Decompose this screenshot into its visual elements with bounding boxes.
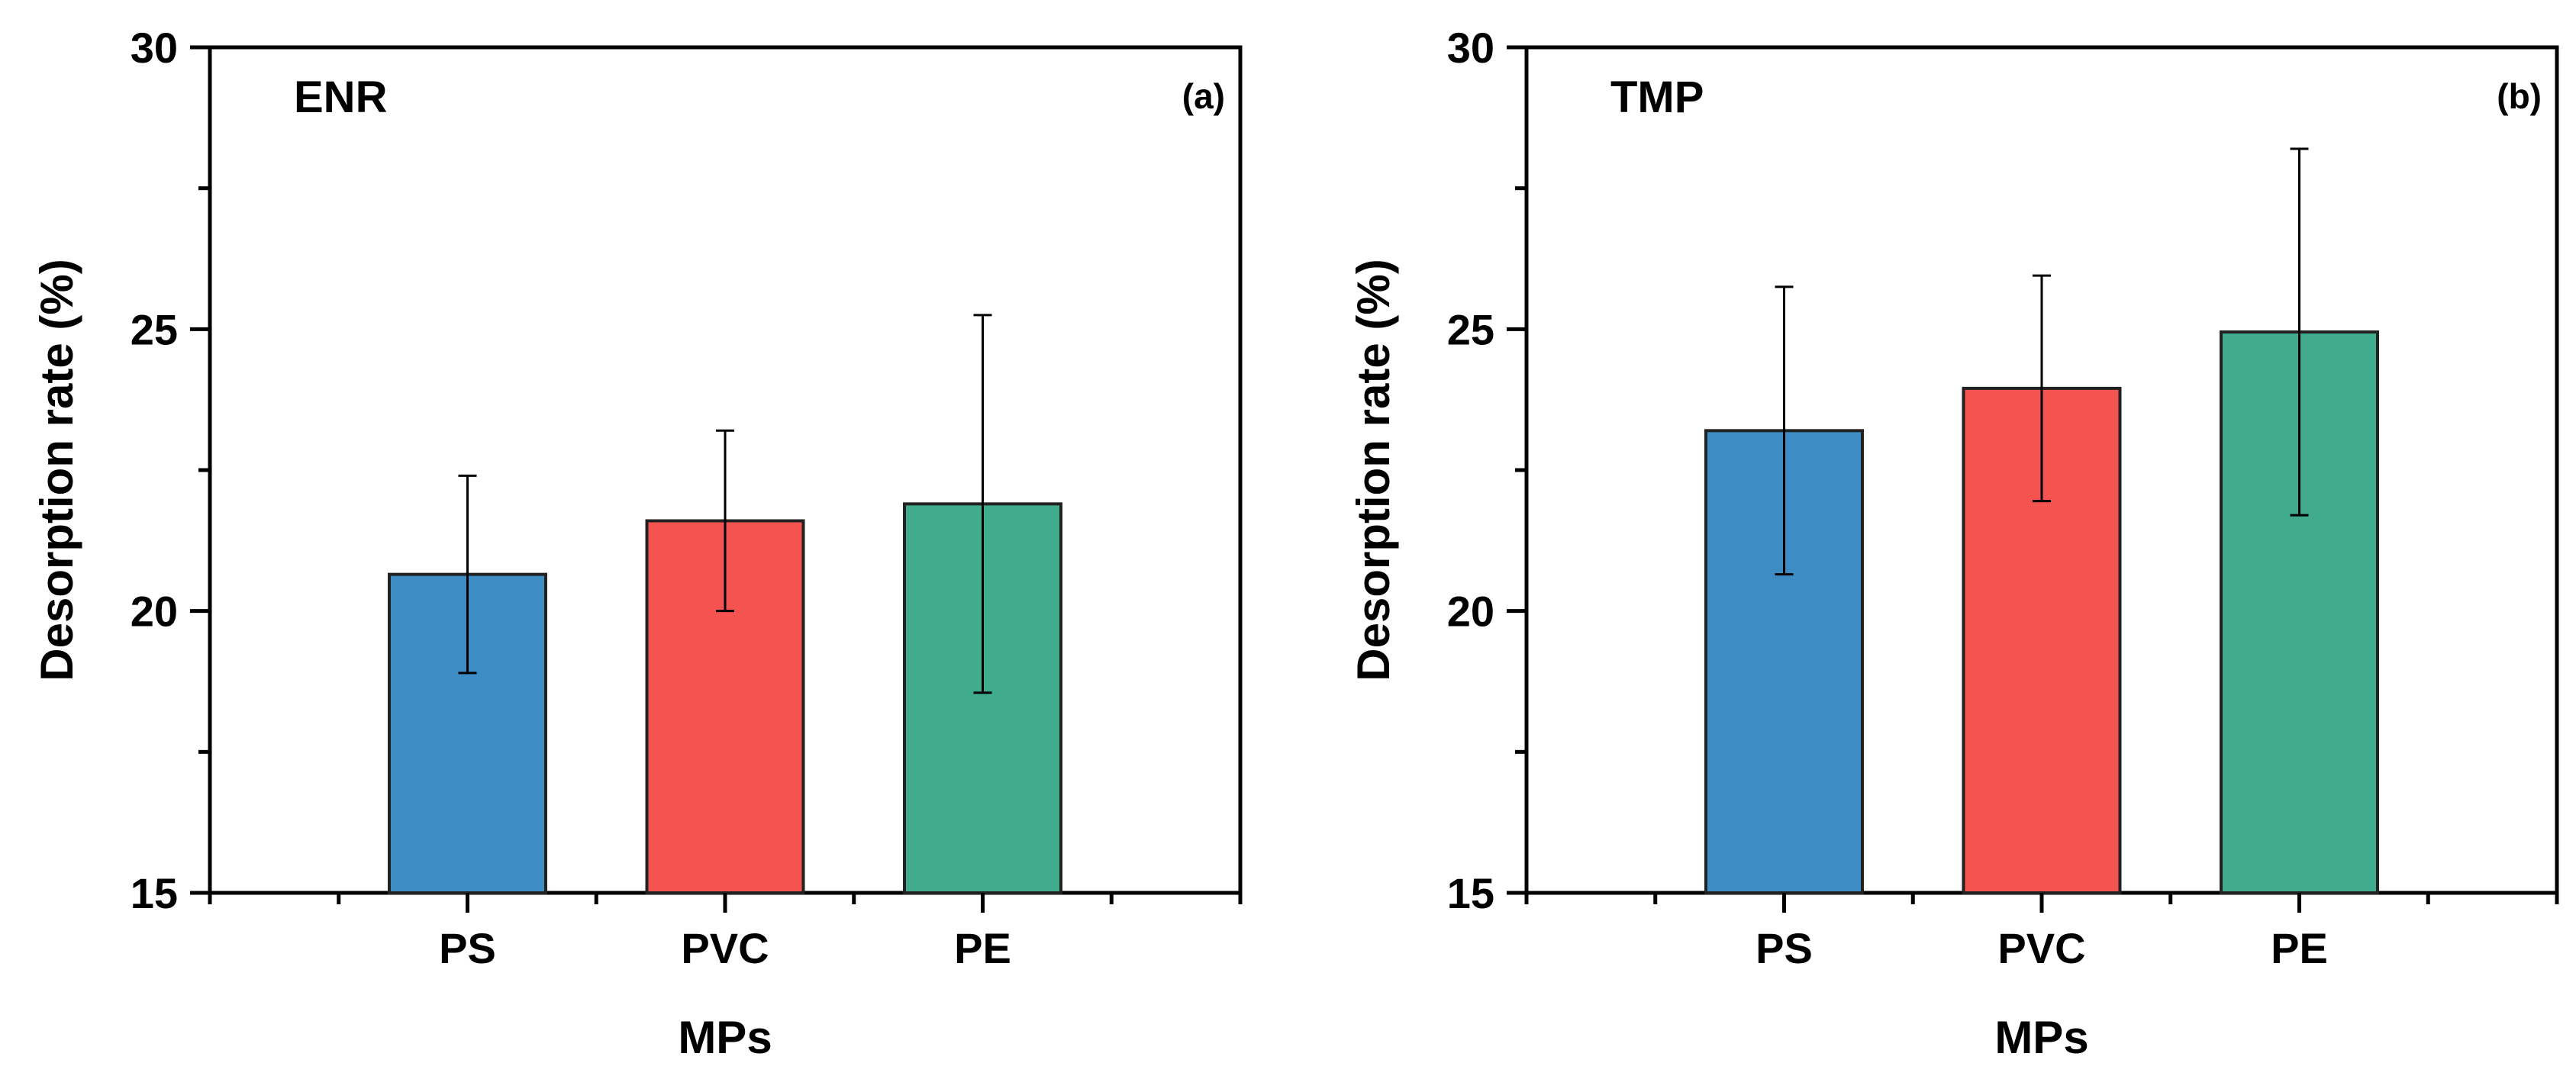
- y-tick-label: 25: [131, 305, 178, 353]
- x-tick-label: PE: [954, 924, 1011, 972]
- y-tick-label: 20: [1447, 588, 1494, 636]
- x-tick-label: PS: [1755, 924, 1813, 972]
- x-axis-ticks: PS PVC PE: [1524, 893, 2559, 972]
- y-axis-title: Desorption rate (%): [31, 259, 82, 681]
- x-tick-label: PE: [2271, 924, 2328, 972]
- y-tick-label: 15: [131, 869, 178, 917]
- chart-panel-b: 15 20 25 30 PS PVC PE TMP (b) MPs Desorption …: [1348, 24, 2559, 1063]
- y-tick-label: 30: [131, 24, 178, 72]
- panel-label: (a): [1182, 76, 1225, 116]
- error-bar-pe: [2290, 147, 2309, 517]
- x-axis-ticks: PS PVC PE: [208, 893, 1243, 972]
- chart-annotation-title: ENR: [294, 72, 387, 122]
- chart-annotation-title: TMP: [1610, 72, 1704, 122]
- error-bar-ps: [1775, 285, 1794, 576]
- panel-label: (b): [2497, 76, 2542, 116]
- x-axis-title: MPs: [1994, 1012, 2088, 1063]
- y-tick-label: 20: [131, 588, 178, 636]
- x-axis-title: MPs: [678, 1012, 772, 1063]
- chart-panel-a: 15 20 25 30 PS PVC PE ENR (a) MPs Desorption …: [31, 24, 1243, 1063]
- error-bar-pvc: [716, 429, 734, 613]
- y-tick-label: 30: [1447, 24, 1494, 72]
- y-axis-ticks: 15 20 25 30: [1447, 24, 1527, 917]
- error-bar-pvc: [2033, 274, 2051, 503]
- x-tick-label: PVC: [1997, 924, 2085, 972]
- y-axis-ticks: 15 20 25 30: [131, 24, 210, 917]
- x-tick-label: PS: [439, 924, 496, 972]
- x-tick-label: PVC: [681, 924, 769, 972]
- y-tick-label: 25: [1447, 305, 1494, 353]
- error-bar-pe: [973, 314, 992, 694]
- error-bar-ps: [458, 474, 477, 675]
- y-tick-label: 15: [1447, 869, 1494, 917]
- y-axis-title: Desorption rate (%): [1348, 259, 1399, 681]
- error-bar-group: [458, 314, 992, 694]
- error-bar-group: [1775, 147, 2309, 576]
